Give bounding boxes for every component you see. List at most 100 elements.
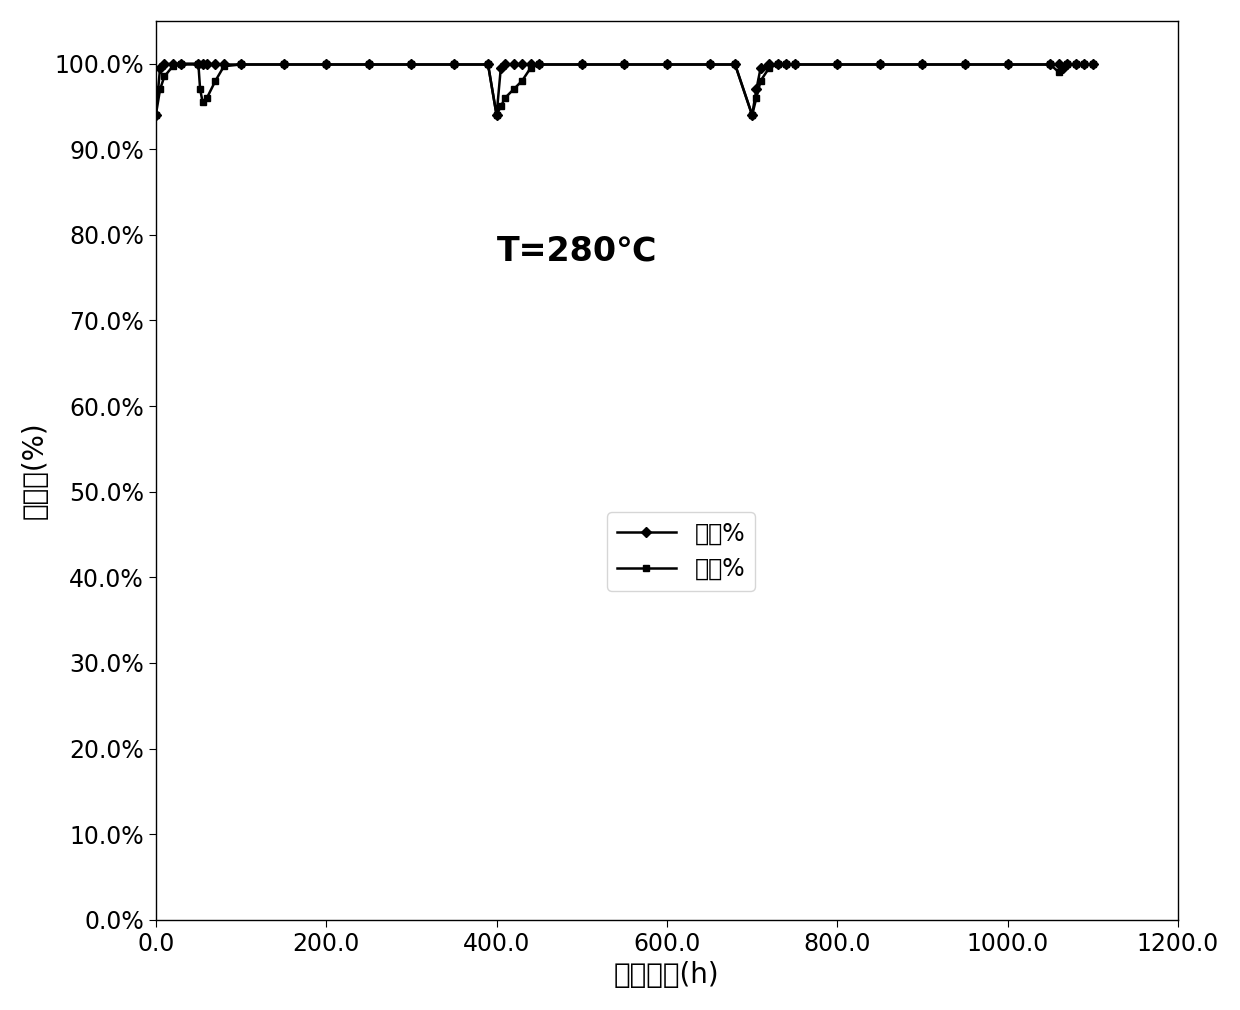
丁酮% — [1043, 59, 1058, 71]
丁酮% — [208, 59, 223, 71]
丁酮% — [523, 59, 538, 71]
丁酮% — [915, 59, 930, 71]
丁酮% — [277, 59, 291, 71]
甲苯% — [660, 59, 675, 71]
甲苯% — [745, 109, 760, 121]
丁酮% — [481, 59, 496, 71]
甲苯% — [702, 59, 717, 71]
甲苯% — [1060, 59, 1075, 71]
丁酮% — [1055, 62, 1070, 74]
丁酮% — [1060, 59, 1075, 71]
丁酮% — [361, 59, 376, 71]
甲苯% — [174, 59, 188, 71]
甲苯% — [1076, 59, 1091, 71]
甲苯% — [1043, 59, 1058, 71]
甲苯% — [361, 59, 376, 71]
丁酮% — [506, 59, 521, 71]
X-axis label: 反应时间(h): 反应时间(h) — [614, 962, 719, 989]
甲苯% — [830, 59, 844, 71]
甲苯% — [515, 75, 529, 87]
甲苯% — [1055, 61, 1070, 73]
丁酮% — [1001, 59, 1016, 71]
甲苯% — [532, 59, 547, 71]
甲苯% — [165, 61, 180, 73]
丁酮% — [574, 59, 589, 71]
丁酮% — [195, 59, 210, 71]
丁酮% — [149, 109, 164, 121]
丁酮% — [749, 83, 764, 95]
甲苯% — [957, 59, 972, 71]
丁酮% — [702, 59, 717, 71]
Legend: 丁酮%, 甲苯%: 丁酮%, 甲苯% — [608, 512, 755, 591]
甲苯% — [728, 59, 743, 71]
甲苯% — [1069, 59, 1084, 71]
丁酮% — [1069, 59, 1084, 71]
甲苯% — [506, 83, 521, 95]
丁酮% — [497, 59, 512, 71]
甲苯% — [915, 59, 930, 71]
甲苯% — [779, 59, 794, 71]
甲苯% — [753, 75, 768, 87]
丁酮% — [1085, 59, 1100, 71]
丁酮% — [217, 59, 232, 71]
丁酮% — [532, 59, 547, 71]
丁酮% — [404, 59, 419, 71]
甲苯% — [616, 59, 631, 71]
甲苯% — [446, 59, 461, 71]
甲苯% — [200, 92, 215, 104]
甲苯% — [873, 59, 888, 71]
甲苯% — [208, 75, 223, 87]
丁酮% — [494, 62, 508, 74]
丁酮% — [233, 59, 248, 71]
丁酮% — [830, 59, 844, 71]
甲苯% — [497, 92, 512, 104]
甲苯% — [319, 59, 334, 71]
甲苯% — [233, 59, 248, 71]
丁酮% — [779, 59, 794, 71]
丁酮% — [957, 59, 972, 71]
丁酮% — [446, 59, 461, 71]
甲苯% — [404, 59, 419, 71]
甲苯% — [157, 71, 172, 83]
丁酮% — [165, 58, 180, 70]
甲苯% — [749, 92, 764, 104]
甲苯% — [217, 61, 232, 73]
甲苯% — [481, 59, 496, 71]
Text: T=280℃: T=280℃ — [496, 234, 657, 268]
丁酮% — [728, 59, 743, 71]
丁酮% — [1076, 59, 1091, 71]
丁酮% — [157, 59, 172, 71]
Line: 甲苯%: 甲苯% — [153, 61, 1096, 118]
丁酮% — [873, 59, 888, 71]
丁酮% — [1052, 59, 1066, 71]
甲苯% — [192, 83, 207, 95]
丁酮% — [753, 62, 768, 74]
丁酮% — [489, 109, 503, 121]
甲苯% — [1085, 59, 1100, 71]
甲苯% — [494, 100, 508, 112]
甲苯% — [1001, 59, 1016, 71]
甲苯% — [574, 59, 589, 71]
甲苯% — [191, 59, 206, 71]
甲苯% — [523, 62, 538, 74]
甲苯% — [770, 59, 785, 71]
丁酮% — [200, 59, 215, 71]
丁酮% — [153, 62, 167, 74]
甲苯% — [277, 59, 291, 71]
丁酮% — [191, 58, 206, 70]
丁酮% — [319, 59, 334, 71]
丁酮% — [515, 59, 529, 71]
丁酮% — [787, 59, 802, 71]
丁酮% — [616, 59, 631, 71]
甲苯% — [1052, 66, 1066, 78]
丁酮% — [761, 59, 776, 71]
Line: 丁酮%: 丁酮% — [153, 61, 1096, 118]
丁酮% — [174, 58, 188, 70]
Y-axis label: 转化率(%): 转化率(%) — [21, 421, 48, 519]
甲苯% — [787, 59, 802, 71]
甲苯% — [761, 62, 776, 74]
甲苯% — [489, 109, 503, 121]
丁酮% — [770, 59, 785, 71]
甲苯% — [149, 109, 164, 121]
丁酮% — [745, 109, 760, 121]
